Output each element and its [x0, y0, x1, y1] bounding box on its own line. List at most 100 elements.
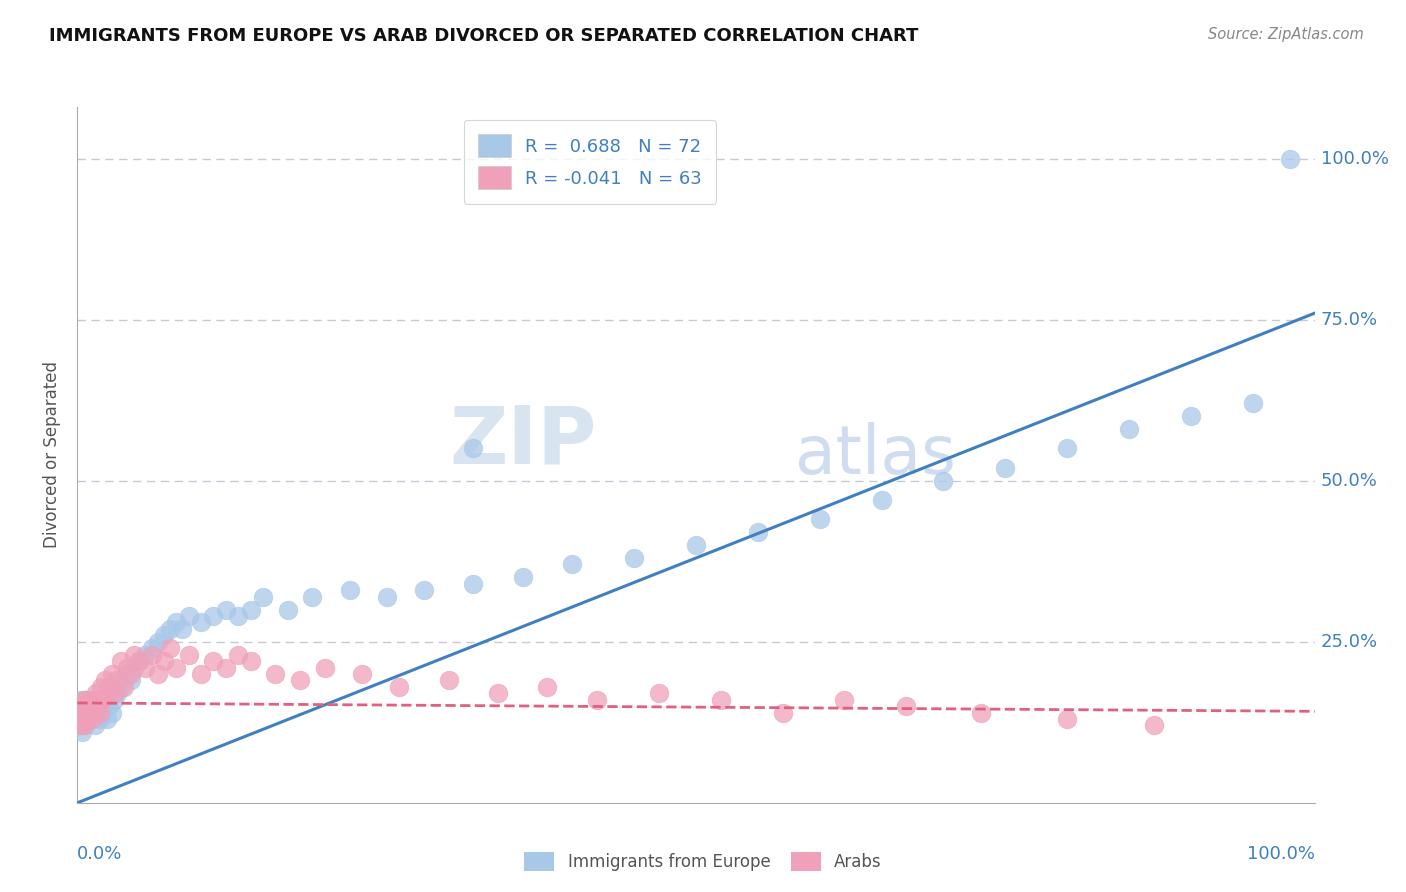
Point: [72, 692, 94, 706]
Point: [87, 692, 110, 706]
Point: [586, 692, 609, 706]
Point: [112, 680, 135, 694]
Point: [72, 692, 94, 706]
Point: [96, 712, 118, 726]
Point: [67, 706, 90, 720]
Point: [120, 667, 142, 681]
Point: [76, 712, 98, 726]
Point: [72, 712, 94, 726]
Point: [772, 706, 794, 720]
Point: [623, 551, 645, 566]
Point: [301, 590, 323, 604]
Point: [1118, 422, 1140, 436]
Point: [77, 692, 100, 706]
Point: [264, 667, 287, 681]
Point: [120, 673, 142, 688]
Point: [215, 602, 238, 616]
Point: [103, 686, 125, 700]
Point: [190, 667, 212, 681]
Point: [375, 590, 398, 604]
Point: [70, 699, 93, 714]
Point: [1180, 409, 1202, 424]
Point: [896, 699, 918, 714]
Point: [808, 512, 831, 526]
Point: [165, 615, 187, 630]
Point: [202, 609, 225, 624]
Point: [146, 667, 169, 681]
Point: [84, 699, 107, 714]
Point: [288, 673, 311, 688]
Point: [536, 680, 558, 694]
Point: [1241, 396, 1264, 410]
Point: [89, 712, 111, 726]
Point: [128, 654, 150, 668]
Point: [105, 673, 128, 688]
Point: [79, 706, 101, 720]
Point: [67, 712, 90, 726]
Point: [110, 680, 132, 694]
Point: [1056, 442, 1078, 456]
Text: 100.0%: 100.0%: [1320, 150, 1389, 168]
Point: [463, 442, 485, 456]
Point: [91, 706, 114, 720]
Text: 50.0%: 50.0%: [1320, 472, 1378, 490]
Point: [159, 641, 181, 656]
Point: [202, 654, 225, 668]
Text: 25.0%: 25.0%: [1320, 632, 1378, 651]
Point: [105, 686, 128, 700]
Point: [932, 474, 955, 488]
Point: [76, 692, 98, 706]
Point: [91, 692, 114, 706]
Point: [153, 628, 176, 642]
Point: [685, 538, 707, 552]
Point: [128, 654, 150, 668]
Point: [190, 615, 212, 630]
Point: [141, 641, 163, 656]
Point: [1143, 718, 1166, 732]
Point: [134, 660, 156, 674]
Point: [1056, 712, 1078, 726]
Point: [75, 706, 97, 720]
Text: IMMIGRANTS FROM EUROPE VS ARAB DIVORCED OR SEPARATED CORRELATION CHART: IMMIGRANTS FROM EUROPE VS ARAB DIVORCED …: [49, 27, 918, 45]
Point: [112, 673, 135, 688]
Point: [239, 602, 262, 616]
Point: [172, 622, 194, 636]
Point: [86, 699, 108, 714]
Point: [226, 648, 249, 662]
Y-axis label: Divorced or Separated: Divorced or Separated: [44, 361, 62, 549]
Point: [72, 706, 94, 720]
Point: [101, 667, 124, 681]
Text: atlas: atlas: [794, 422, 956, 488]
Point: [561, 558, 583, 572]
Text: 0.0%: 0.0%: [77, 845, 122, 863]
Text: ZIP: ZIP: [450, 402, 598, 480]
Point: [388, 680, 411, 694]
Point: [1278, 152, 1301, 166]
Point: [72, 718, 94, 732]
Point: [215, 660, 238, 674]
Point: [110, 654, 132, 668]
Point: [252, 590, 274, 604]
Point: [73, 699, 96, 714]
Point: [122, 660, 145, 674]
Legend: R =  0.688   N = 72, R = -0.041   N = 63: R = 0.688 N = 72, R = -0.041 N = 63: [464, 120, 716, 204]
Point: [82, 712, 104, 726]
Point: [437, 673, 460, 688]
Point: [69, 718, 91, 732]
Point: [710, 692, 733, 706]
Point: [239, 654, 262, 668]
Point: [82, 692, 104, 706]
Point: [103, 692, 125, 706]
Point: [83, 718, 105, 732]
Point: [77, 712, 100, 726]
Point: [141, 648, 163, 662]
Point: [79, 699, 101, 714]
Point: [84, 686, 107, 700]
Point: [89, 706, 111, 720]
Point: [177, 648, 200, 662]
Point: [412, 583, 434, 598]
Point: [69, 692, 91, 706]
Point: [93, 692, 115, 706]
Point: [339, 583, 361, 598]
Point: [87, 692, 110, 706]
